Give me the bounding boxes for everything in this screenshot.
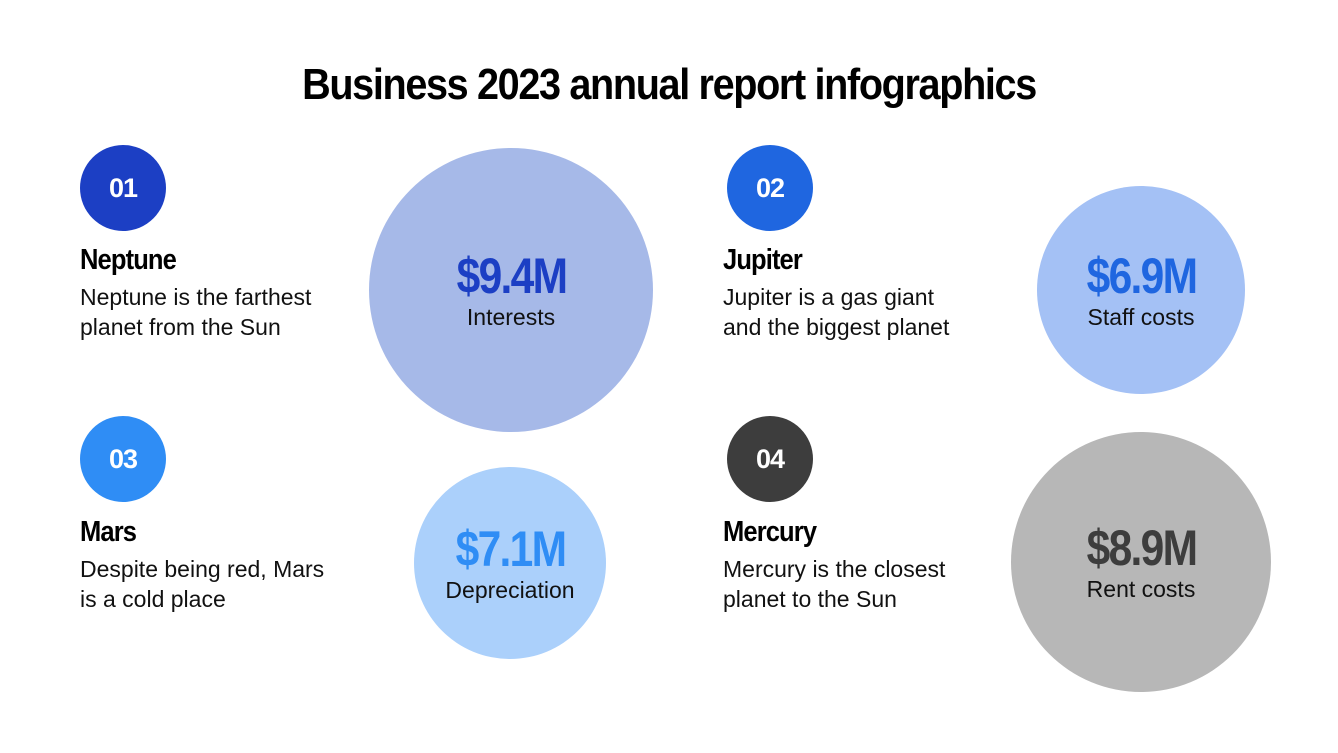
item-heading-mercury: Mercury [723,516,817,548]
value-label: Depreciation [445,576,575,603]
item-heading-jupiter: Jupiter [723,244,803,276]
value-label: Staff costs [1087,303,1195,330]
desc-line: is a cold place [80,586,226,612]
number-badge-04: 04 [727,416,813,502]
value-amount: $7.1M [455,520,566,577]
value-label: Interests [466,303,556,330]
number-badge-03: 03 [80,416,166,502]
value-amount: $6.9M [1086,247,1197,304]
item-description-mercury: Mercury is the closest planet to the Sun [723,554,945,614]
desc-line: Mercury is the closest [723,556,946,582]
value-label: Rent costs [1086,575,1196,602]
value-bubble-rent-costs: $8.9M Rent costs [1011,432,1271,692]
number-badge-01: 01 [80,145,166,231]
item-description-jupiter: Jupiter is a gas giant and the biggest p… [723,282,949,342]
desc-line: Despite being red, Mars [80,556,325,582]
desc-line: planet from the Sun [80,314,281,340]
desc-line: and the biggest planet [723,314,950,340]
item-heading-mars: Mars [80,516,137,548]
item-description-mars: Despite being red, Mars is a cold place [80,554,324,614]
value-amount: $8.9M [1086,519,1197,576]
value-bubble-interests: $9.4M Interests [369,148,653,432]
desc-line: Neptune is the farthest [80,284,312,310]
page-title: Business 2023 annual report infographics [302,60,1037,109]
item-description-neptune: Neptune is the farthest planet from the … [80,282,311,342]
desc-line: Jupiter is a gas giant [723,284,934,310]
desc-line: planet to the Sun [723,586,897,612]
value-bubble-staff-costs: $6.9M Staff costs [1037,186,1245,394]
number-badge-02: 02 [727,145,813,231]
item-heading-neptune: Neptune [80,244,177,276]
value-amount: $9.4M [456,247,567,304]
value-bubble-depreciation: $7.1M Depreciation [414,467,606,659]
